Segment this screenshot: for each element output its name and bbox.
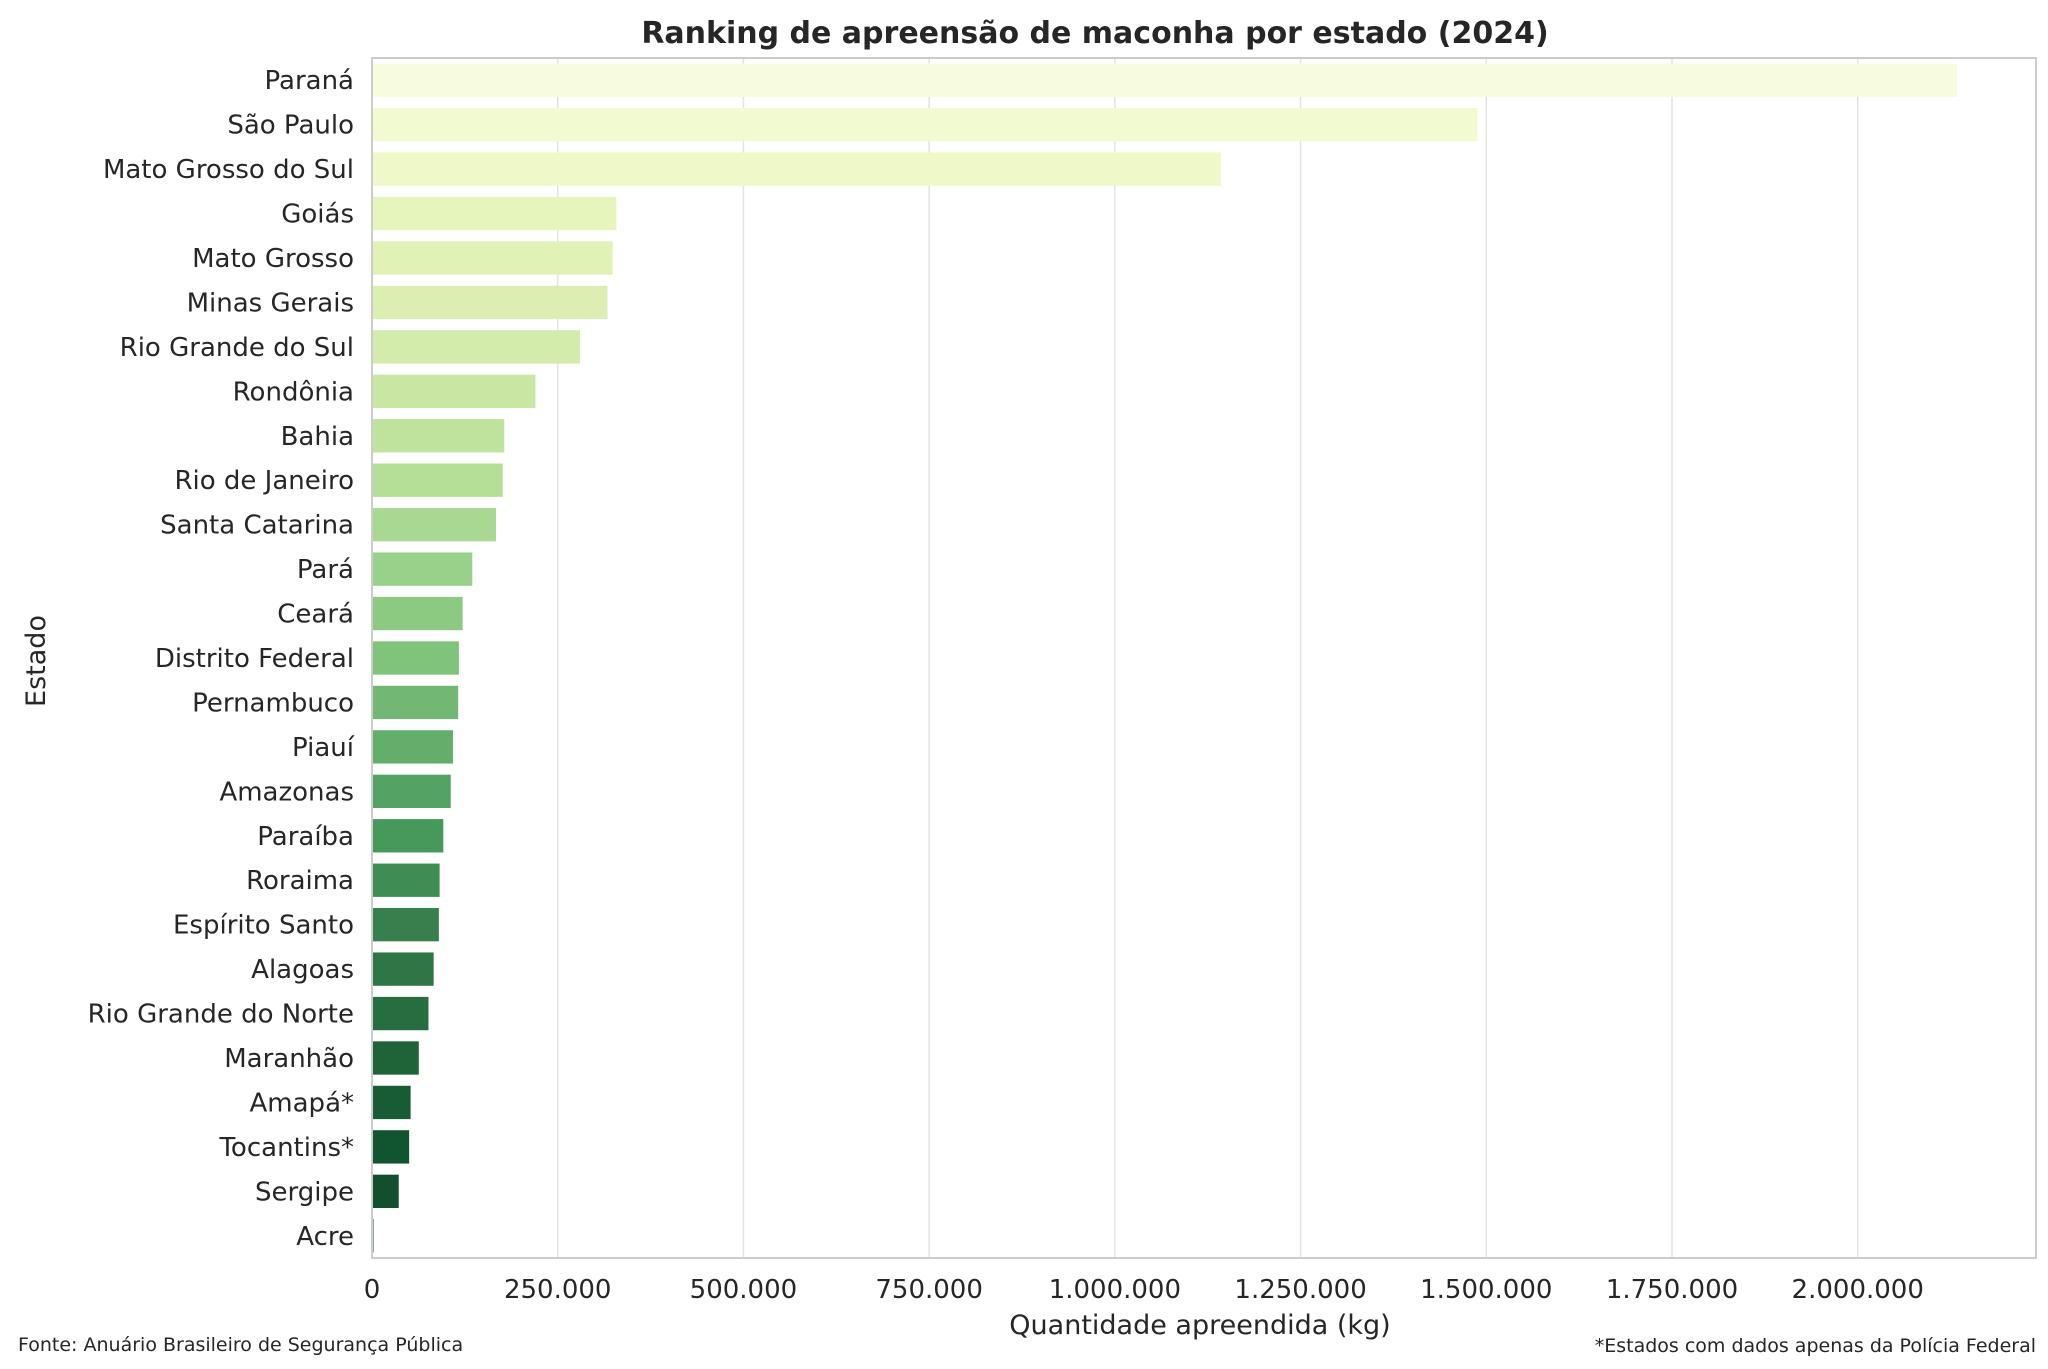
- bar: [372, 508, 497, 542]
- category-label: Mato Grosso: [192, 244, 354, 274]
- bar: [372, 196, 617, 231]
- bar: [372, 1085, 411, 1120]
- category-label: Alagoas: [251, 955, 354, 985]
- bar: [372, 730, 453, 764]
- grid-lines: [371, 58, 1859, 1258]
- category-label: Rio Grande do Sul: [120, 333, 354, 363]
- category-label: Pará: [297, 555, 354, 585]
- bar: [372, 419, 505, 453]
- bar: [372, 819, 444, 853]
- bar: [372, 552, 473, 586]
- bar: [372, 374, 536, 408]
- category-label: Rio de Janeiro: [174, 466, 354, 496]
- chart-title: Ranking de apreensão de maconha por esta…: [641, 16, 1548, 51]
- category-label: Ceará: [277, 600, 354, 630]
- bar: [372, 330, 580, 364]
- category-label: Minas Gerais: [187, 288, 354, 318]
- category-label: Espírito Santo: [173, 911, 354, 941]
- bar: [372, 1174, 399, 1208]
- x-tick-label: 2.000.000: [1792, 1275, 1924, 1305]
- bar: [372, 1130, 410, 1164]
- x-tick-label: 250.000: [504, 1275, 612, 1305]
- footnote: *Estados com dados apenas da Polícia Fed…: [1595, 1335, 2036, 1357]
- category-label: Rio Grande do Norte: [88, 1000, 354, 1030]
- bar: [372, 685, 459, 720]
- category-label: Bahia: [281, 422, 354, 452]
- category-label: Sergipe: [255, 1177, 354, 1207]
- category-label: Roraima: [246, 866, 354, 896]
- bar: [372, 63, 1958, 97]
- category-label: Acre: [296, 1222, 354, 1252]
- bar: [372, 774, 451, 808]
- category-label: Goiás: [281, 200, 354, 230]
- x-axis-label: Quantidade apreendida (kg): [1009, 1310, 1390, 1341]
- x-tick-label: 0: [364, 1275, 381, 1305]
- category-label: Piauí: [292, 733, 355, 763]
- y-axis-label: Estado: [21, 615, 52, 707]
- category-label: Pernambuco: [192, 688, 354, 718]
- category-label: Santa Catarina: [160, 511, 354, 541]
- x-tick-label: 1.500.000: [1420, 1275, 1552, 1305]
- category-label: Paraíba: [257, 822, 354, 852]
- x-tick-label: 1.750.000: [1606, 1275, 1738, 1305]
- bars: [372, 63, 1958, 1253]
- bar: [372, 463, 503, 497]
- bar: [372, 996, 429, 1031]
- category-labels: Paraná São Paulo Mato Grosso do Sul Goiás Ma…: [88, 66, 355, 1252]
- category-label: Amazonas: [219, 777, 354, 807]
- bar: [372, 641, 459, 675]
- category-label: Rondônia: [233, 377, 354, 407]
- bar: [372, 863, 440, 897]
- category-label: Paraná: [265, 66, 354, 96]
- x-tick-label: 750.000: [875, 1275, 983, 1305]
- source-note: Fonte: Anuário Brasileiro de Segurança P…: [18, 1334, 463, 1356]
- bar: [372, 108, 1478, 142]
- category-label: Mato Grosso do Sul: [103, 155, 354, 185]
- category-label: Maranhão: [224, 1044, 354, 1074]
- bar: [372, 241, 613, 275]
- category-label: Tocantins*: [218, 1133, 354, 1163]
- category-label: Amapá*: [250, 1088, 354, 1118]
- x-tick-labels: 0 250.000 500.000 750.000 1.000.000 1.250.000…: [364, 1275, 1924, 1305]
- bar: [372, 908, 439, 942]
- category-label: São Paulo: [227, 111, 354, 141]
- bar: [372, 596, 463, 631]
- bar: [372, 285, 608, 320]
- plot-frame: [371, 57, 2037, 1259]
- x-tick-label: 1.250.000: [1234, 1275, 1366, 1305]
- category-label: Distrito Federal: [155, 644, 354, 674]
- x-tick-label: 500.000: [690, 1275, 798, 1305]
- bar: [372, 952, 434, 986]
- bar: [372, 1041, 419, 1075]
- x-tick-label: 1.000.000: [1049, 1275, 1181, 1305]
- bar: [372, 152, 1222, 186]
